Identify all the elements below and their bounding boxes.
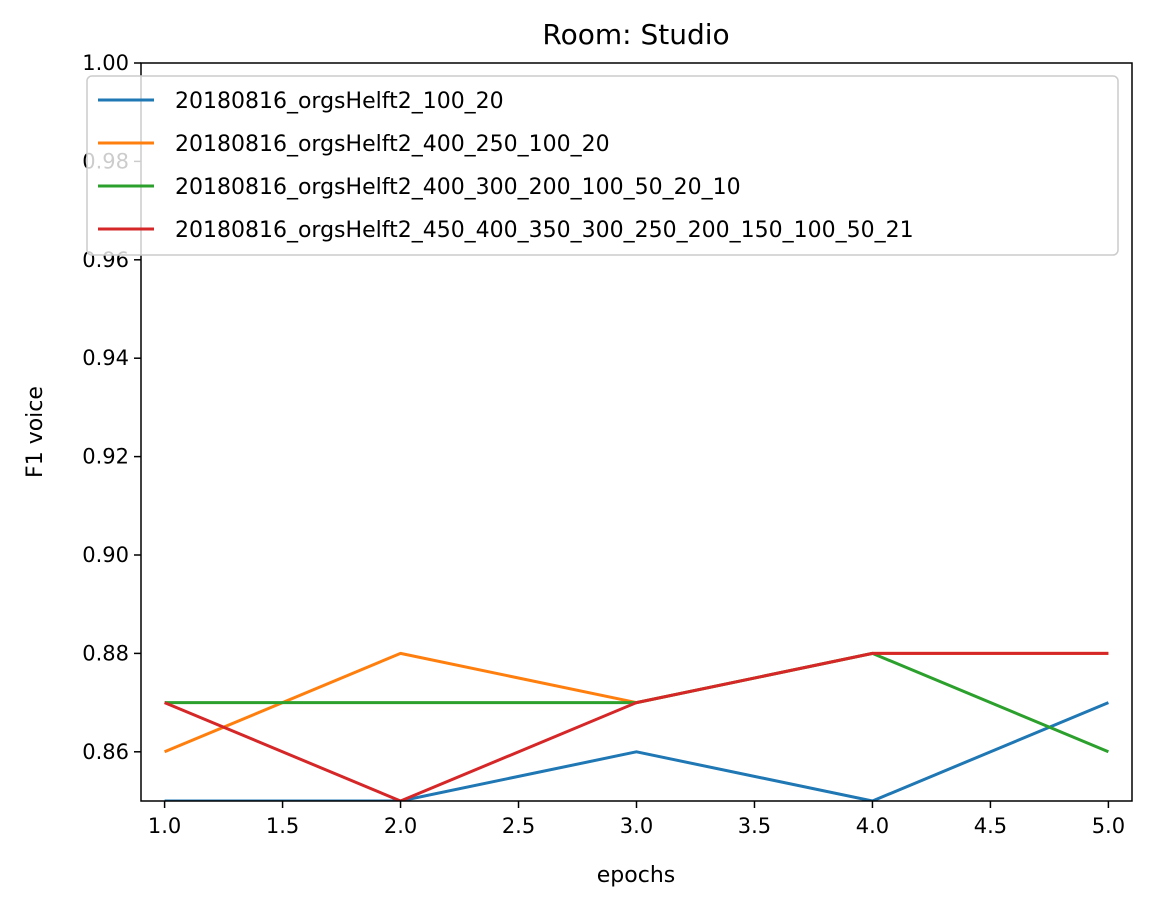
y-tick-label: 1.00 [82,51,129,75]
x-axis-label: epochs [597,863,675,888]
y-tick-label: 0.86 [82,740,129,764]
x-tick-label: 4.0 [856,814,889,838]
x-tick-label: 1.5 [266,814,299,838]
y-tick-label: 0.90 [82,543,129,567]
x-tick-label: 3.5 [738,814,771,838]
x-tick-label: 4.5 [974,814,1007,838]
series-line-1 [164,701,1109,801]
legend-box [86,75,1119,256]
x-tick-label: 5.0 [1092,814,1125,838]
series-line-4 [164,651,1109,801]
x-tick-label: 1.0 [148,814,181,838]
series-layer [164,651,1109,801]
x-tick-label: 3.0 [620,814,653,838]
legend: 20180816_orgsHelft2_100_20 20180816_orgsH… [86,75,1119,256]
y-tick-label: 0.92 [82,445,129,469]
x-tick-label: 2.5 [502,814,535,838]
legend-label-2: 20180816_orgsHelft2_400_250_100_20 [175,132,610,157]
plot-frame [140,62,1133,802]
legend-label-4: 20180816_orgsHelft2_450_400_350_300_250_… [175,218,914,243]
legend-label-3: 20180816_orgsHelft2_400_300_200_100_50_2… [175,175,741,200]
x-tick-label: 2.0 [384,814,417,838]
legend-label-1: 20180816_orgsHelft2_100_20 [175,89,504,114]
chart-title: Room: Studio [542,18,729,51]
y-axis-label: F1 voice [23,386,48,478]
y-tick-label: 0.94 [82,346,129,370]
y-tick-label: 0.88 [82,641,129,665]
